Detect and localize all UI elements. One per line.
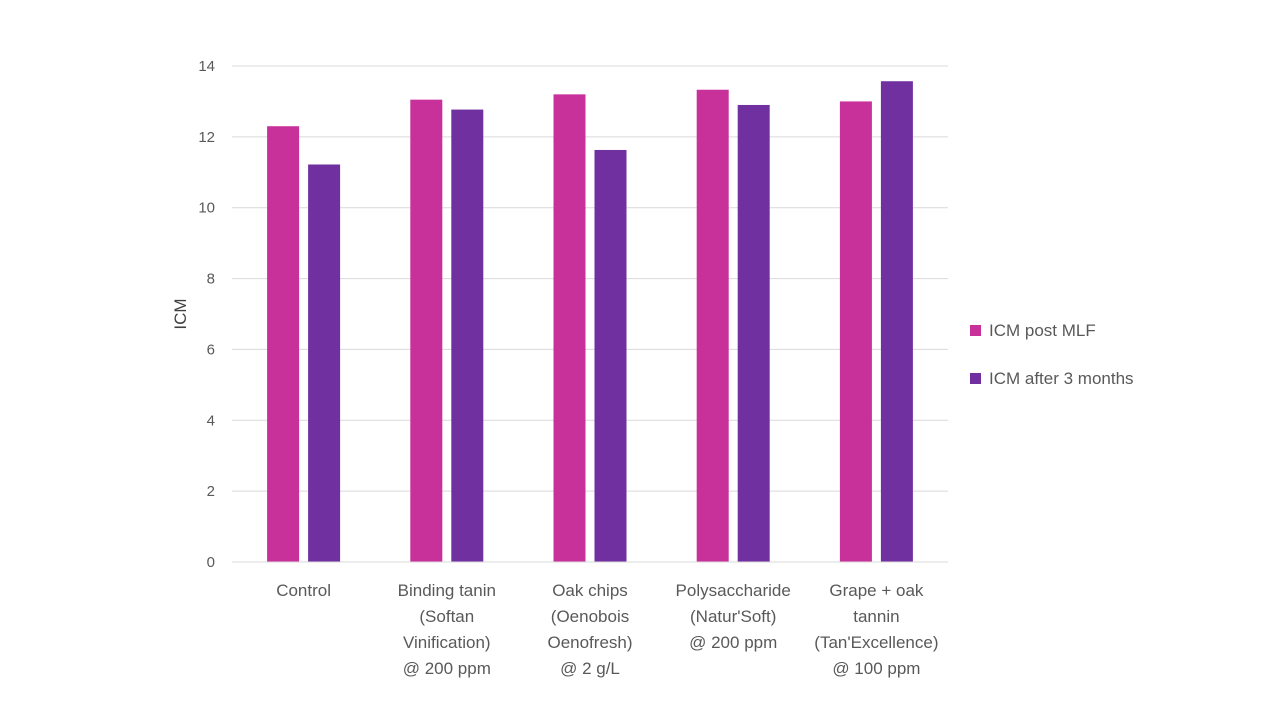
y-tick-label: 12	[198, 129, 215, 146]
bar-series-1-category-4	[880, 81, 913, 562]
bar-series-0-category-2	[553, 94, 586, 562]
gridlines	[232, 65, 948, 492]
category-label: Oak chips (Oenobois Oenofresh) @ 2 g/L	[547, 581, 632, 678]
category-label: Control	[276, 581, 331, 600]
category-label-line: Vinification)	[403, 633, 491, 652]
category-label-line: (Softan	[419, 607, 474, 626]
y-tick-label: 10	[198, 200, 215, 217]
category-label-line: Oenofresh)	[547, 633, 632, 652]
category-label-line: @ 200 ppm	[689, 633, 777, 652]
bar-series-0-category-4	[839, 101, 872, 562]
legend-label: ICM after 3 months	[989, 369, 1134, 388]
legend: ICM post MLF ICM after 3 months	[970, 321, 1134, 388]
category-label: Polysaccharide (Natur'Soft) @ 200 ppm	[676, 581, 791, 652]
category-label: Binding tanin (Softan Vinification) @ 200 p…	[398, 581, 496, 678]
bar-series-0-category-3	[696, 89, 729, 562]
category-label-line: tannin	[853, 607, 899, 626]
y-tick-label: 0	[207, 554, 215, 571]
y-tick-label: 4	[207, 412, 215, 429]
legend-swatch	[970, 325, 981, 336]
category-label-line: @ 200 ppm	[403, 659, 491, 678]
bar-series-0-category-0	[267, 126, 300, 562]
bar-series-1-category-0	[308, 164, 341, 562]
category-label-line: (Natur'Soft)	[690, 607, 776, 626]
category-label-line: (Oenobois	[551, 607, 629, 626]
bar-series-1-category-2	[594, 149, 627, 563]
y-axis-title: ICM	[171, 298, 190, 329]
legend-swatch	[970, 373, 981, 384]
category-label-line: Control	[276, 581, 331, 600]
category-label: Grape + oak tannin (Tan'Excellence) @ 100 p…	[814, 581, 938, 678]
bar-series-0-category-1	[410, 99, 443, 563]
category-label-line: Oak chips	[552, 581, 628, 600]
y-tick-label: 2	[207, 483, 215, 500]
legend-label: ICM post MLF	[989, 321, 1096, 340]
bar-series-1-category-3	[737, 104, 770, 562]
category-label-line: @ 100 ppm	[832, 659, 920, 678]
bars	[267, 81, 913, 563]
y-axis-tick-labels: 0 2 4 6 8 10 12 14	[198, 58, 215, 571]
y-tick-label: 8	[207, 271, 215, 288]
bar-series-1-category-1	[451, 109, 484, 562]
y-tick-label: 6	[207, 341, 215, 358]
category-label-line: (Tan'Excellence)	[814, 633, 938, 652]
y-tick-label: 14	[198, 58, 215, 75]
category-label-line: Grape + oak	[829, 581, 924, 600]
category-label-line: @ 2 g/L	[560, 659, 620, 678]
x-axis-category-labels: Control Binding tanin (Softan Vinification)…	[276, 581, 938, 678]
category-label-line: Binding tanin	[398, 581, 496, 600]
category-label-line: Polysaccharide	[676, 581, 791, 600]
